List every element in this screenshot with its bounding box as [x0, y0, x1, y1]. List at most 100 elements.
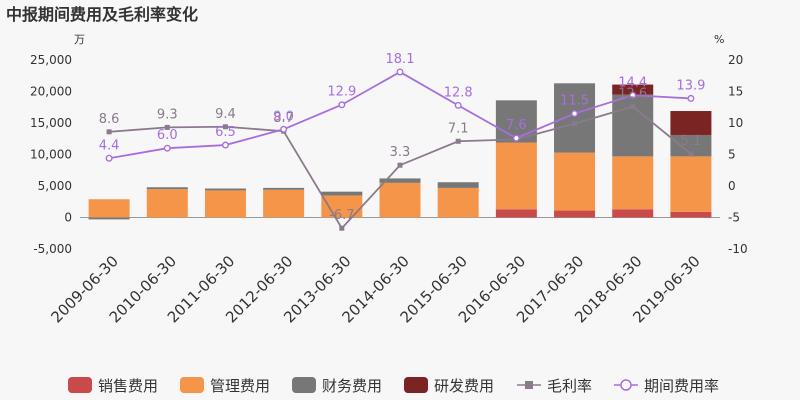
left-axis: -5,000 0 5,000 10,000 15,000 20,000 25,000 — [30, 53, 72, 256]
data-label: -6.7 — [329, 208, 354, 223]
bar-segment — [88, 199, 130, 218]
line-point — [163, 144, 171, 152]
data-labels: 8.6 9.3 9.4 8.7 -6.7 3.3 7.1 12.6 5.1 4.4 6.0 6.5 9.… — [99, 52, 706, 223]
data-label: 5.1 — [681, 134, 702, 149]
line-point — [280, 125, 288, 133]
bar-segment — [321, 191, 363, 196]
line-point — [572, 121, 578, 127]
bar-segment — [495, 142, 537, 210]
bar-segment — [612, 84, 654, 95]
line-point — [338, 101, 346, 109]
bar-segment — [670, 111, 712, 135]
bar-segment — [437, 187, 479, 218]
bar-segment — [554, 152, 596, 211]
data-label: 12.6 — [618, 87, 647, 102]
left-axis-tick-label: -5,000 — [33, 242, 72, 256]
bar-segment — [204, 188, 246, 191]
data-label: 18.1 — [386, 52, 415, 67]
line-point — [339, 225, 345, 231]
line-point — [455, 138, 461, 144]
line-point — [397, 162, 403, 168]
right-axis-tick-label: 0 — [728, 179, 736, 193]
bar-segment — [379, 182, 421, 218]
right-axis-tick-label: 10 — [728, 116, 743, 130]
data-label: 11.5 — [560, 94, 589, 109]
line-point — [105, 154, 113, 162]
legend-label: 毛利率 — [547, 377, 592, 395]
right-axis-tick-label: 15 — [728, 85, 743, 99]
line-point — [630, 104, 636, 110]
bar-segment — [612, 209, 654, 218]
right-axis-unit: % — [714, 33, 724, 46]
bar-segment — [554, 210, 596, 218]
data-label: 7.6 — [506, 118, 527, 133]
data-label: 14.4 — [618, 75, 647, 90]
line-point — [454, 101, 462, 109]
bar-segment — [146, 187, 188, 190]
legend-label: 销售费用 — [98, 377, 158, 395]
data-label: 9.0 — [273, 109, 294, 124]
line-series — [105, 68, 695, 231]
data-label: 7.1 — [448, 121, 469, 136]
bar-segment — [554, 83, 596, 153]
data-label: 8.7 — [273, 111, 294, 126]
bar-segment — [670, 211, 712, 218]
line-point — [571, 110, 579, 118]
line-point — [106, 129, 112, 135]
data-label: 12.9 — [327, 85, 356, 100]
legend-swatch — [68, 377, 92, 393]
bar-segment — [263, 187, 305, 190]
data-label: 6.5 — [215, 125, 236, 140]
data-label: 4.4 — [99, 138, 120, 153]
right-axis-tick-label: -5 — [728, 211, 740, 225]
chart-title: 中报期间费用及毛利率变化 — [6, 5, 198, 24]
bar-segment — [437, 182, 479, 188]
line-point — [687, 94, 695, 102]
data-label: 3.3 — [390, 145, 411, 160]
bar-segment — [146, 189, 188, 218]
right-axis-tick-label: 20 — [728, 53, 743, 67]
line-point — [221, 141, 229, 149]
data-label: 13.9 — [676, 78, 705, 93]
left-axis-tick-label: 5,000 — [38, 179, 72, 193]
bar-segment — [670, 156, 712, 212]
right-axis-tick-label: 5 — [728, 148, 736, 162]
bar-segment — [204, 190, 246, 218]
line-point — [512, 134, 520, 142]
legend-swatch — [404, 377, 428, 393]
x-axis: 2009-06-302010-06-302011-06-302012-06-30… — [48, 252, 704, 326]
legend-marker — [525, 381, 533, 389]
left-axis-tick-label: 15,000 — [30, 116, 72, 130]
left-axis-tick-label: 25,000 — [30, 53, 72, 67]
legend-label: 财务费用 — [322, 377, 382, 395]
bar-segment — [263, 189, 305, 218]
legend-marker — [620, 379, 632, 391]
data-label: 9.3 — [157, 107, 178, 122]
legend-swatch — [292, 377, 316, 393]
bar-segment — [379, 178, 421, 183]
left-axis-unit: 万 — [74, 33, 85, 46]
legend-label: 研发费用 — [434, 377, 494, 395]
right-axis: -10 -5 0 5 10 15 20 — [728, 53, 748, 256]
legend: 销售费用 管理费用 财务费用 研发费用 毛利率 期间费用率 — [68, 377, 719, 395]
bar-segment — [612, 156, 654, 210]
bar-segment — [88, 217, 130, 220]
legend-label: 管理费用 — [210, 377, 270, 395]
legend-label: 期间费用率 — [644, 377, 719, 395]
line-point — [164, 124, 170, 130]
right-axis-tick-label: -10 — [728, 242, 748, 256]
bar-segment — [612, 94, 654, 157]
line-point — [629, 91, 637, 99]
legend-swatch — [180, 377, 204, 393]
left-axis-tick-label: 0 — [64, 211, 72, 225]
line-point — [396, 68, 404, 76]
line-point — [222, 124, 228, 130]
line-point — [688, 151, 694, 157]
left-axis-tick-label: 10,000 — [30, 148, 72, 162]
left-axis-tick-label: 20,000 — [30, 85, 72, 99]
bar-segment — [670, 134, 712, 157]
data-label: 12.8 — [444, 85, 473, 100]
bar-segment — [495, 209, 537, 218]
data-label: 9.4 — [215, 107, 236, 122]
